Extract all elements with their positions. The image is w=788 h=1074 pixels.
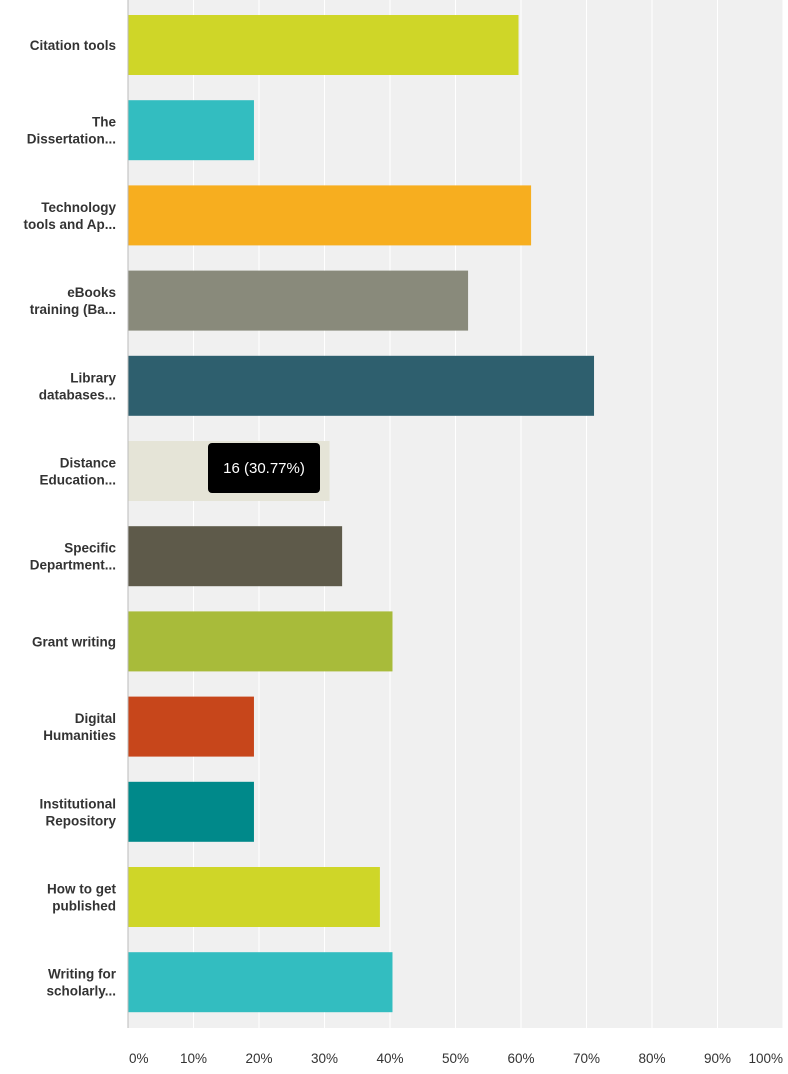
tick-label: 90% (704, 1051, 731, 1066)
tick-label: 60% (507, 1051, 534, 1066)
category-label: published (52, 899, 116, 914)
grid-lines (193, 0, 784, 1028)
bar[interactable] (128, 867, 380, 927)
tooltip: 16 (30.77%) (208, 443, 320, 493)
category-label: Distance (60, 456, 117, 471)
tick-label: 10% (180, 1051, 207, 1066)
bar[interactable] (128, 611, 393, 672)
tick-label: 20% (245, 1051, 272, 1066)
category-label: Repository (45, 813, 116, 828)
bar[interactable] (128, 526, 343, 587)
tick-label: 40% (376, 1051, 403, 1066)
category-label: tools and Ap... (24, 217, 117, 232)
category-label: databases... (39, 387, 116, 402)
tick-label: 70% (573, 1051, 600, 1066)
category-label: scholarly... (46, 984, 116, 999)
bar[interactable] (128, 15, 519, 75)
category-label: eBooks (67, 285, 116, 300)
tick-label: 30% (311, 1051, 338, 1066)
bars (128, 15, 595, 1013)
tick-label: 80% (638, 1051, 665, 1066)
tooltip-box (208, 443, 320, 493)
bar[interactable] (128, 696, 254, 757)
tooltip-text: 16 (30.77%) (223, 460, 305, 477)
category-label: Writing for (48, 967, 117, 982)
category-label: Education... (39, 473, 116, 488)
tick-label: 100% (748, 1051, 783, 1066)
bar[interactable] (128, 952, 393, 1013)
category-label: Digital (75, 711, 116, 726)
category-label: How to get (47, 882, 116, 897)
tick-label: 0% (129, 1051, 149, 1066)
category-label: Dissertation... (27, 132, 116, 147)
category-label: Humanities (43, 728, 116, 743)
bar[interactable] (128, 185, 532, 246)
category-label: The (92, 115, 116, 130)
category-label: Specific (64, 541, 116, 556)
bar[interactable] (128, 270, 469, 331)
tick-label: 50% (442, 1051, 469, 1066)
bar[interactable] (128, 781, 254, 842)
category-label: Grant writing (32, 634, 116, 649)
category-label: Institutional (40, 796, 117, 811)
bar[interactable] (128, 355, 595, 416)
category-label: training (Ba... (30, 302, 116, 317)
bar[interactable] (128, 100, 254, 161)
category-label: Library (70, 370, 116, 385)
x-axis-ticks: 0% 10% 20% 30% 40% 50% 60% 70% 80% 90% 100% (129, 1051, 783, 1066)
category-label: Technology (41, 200, 116, 215)
category-label: Department... (30, 558, 116, 573)
category-labels: Citation tools The Dissertation... Technolo… (24, 38, 117, 999)
category-label: Citation tools (30, 38, 116, 53)
